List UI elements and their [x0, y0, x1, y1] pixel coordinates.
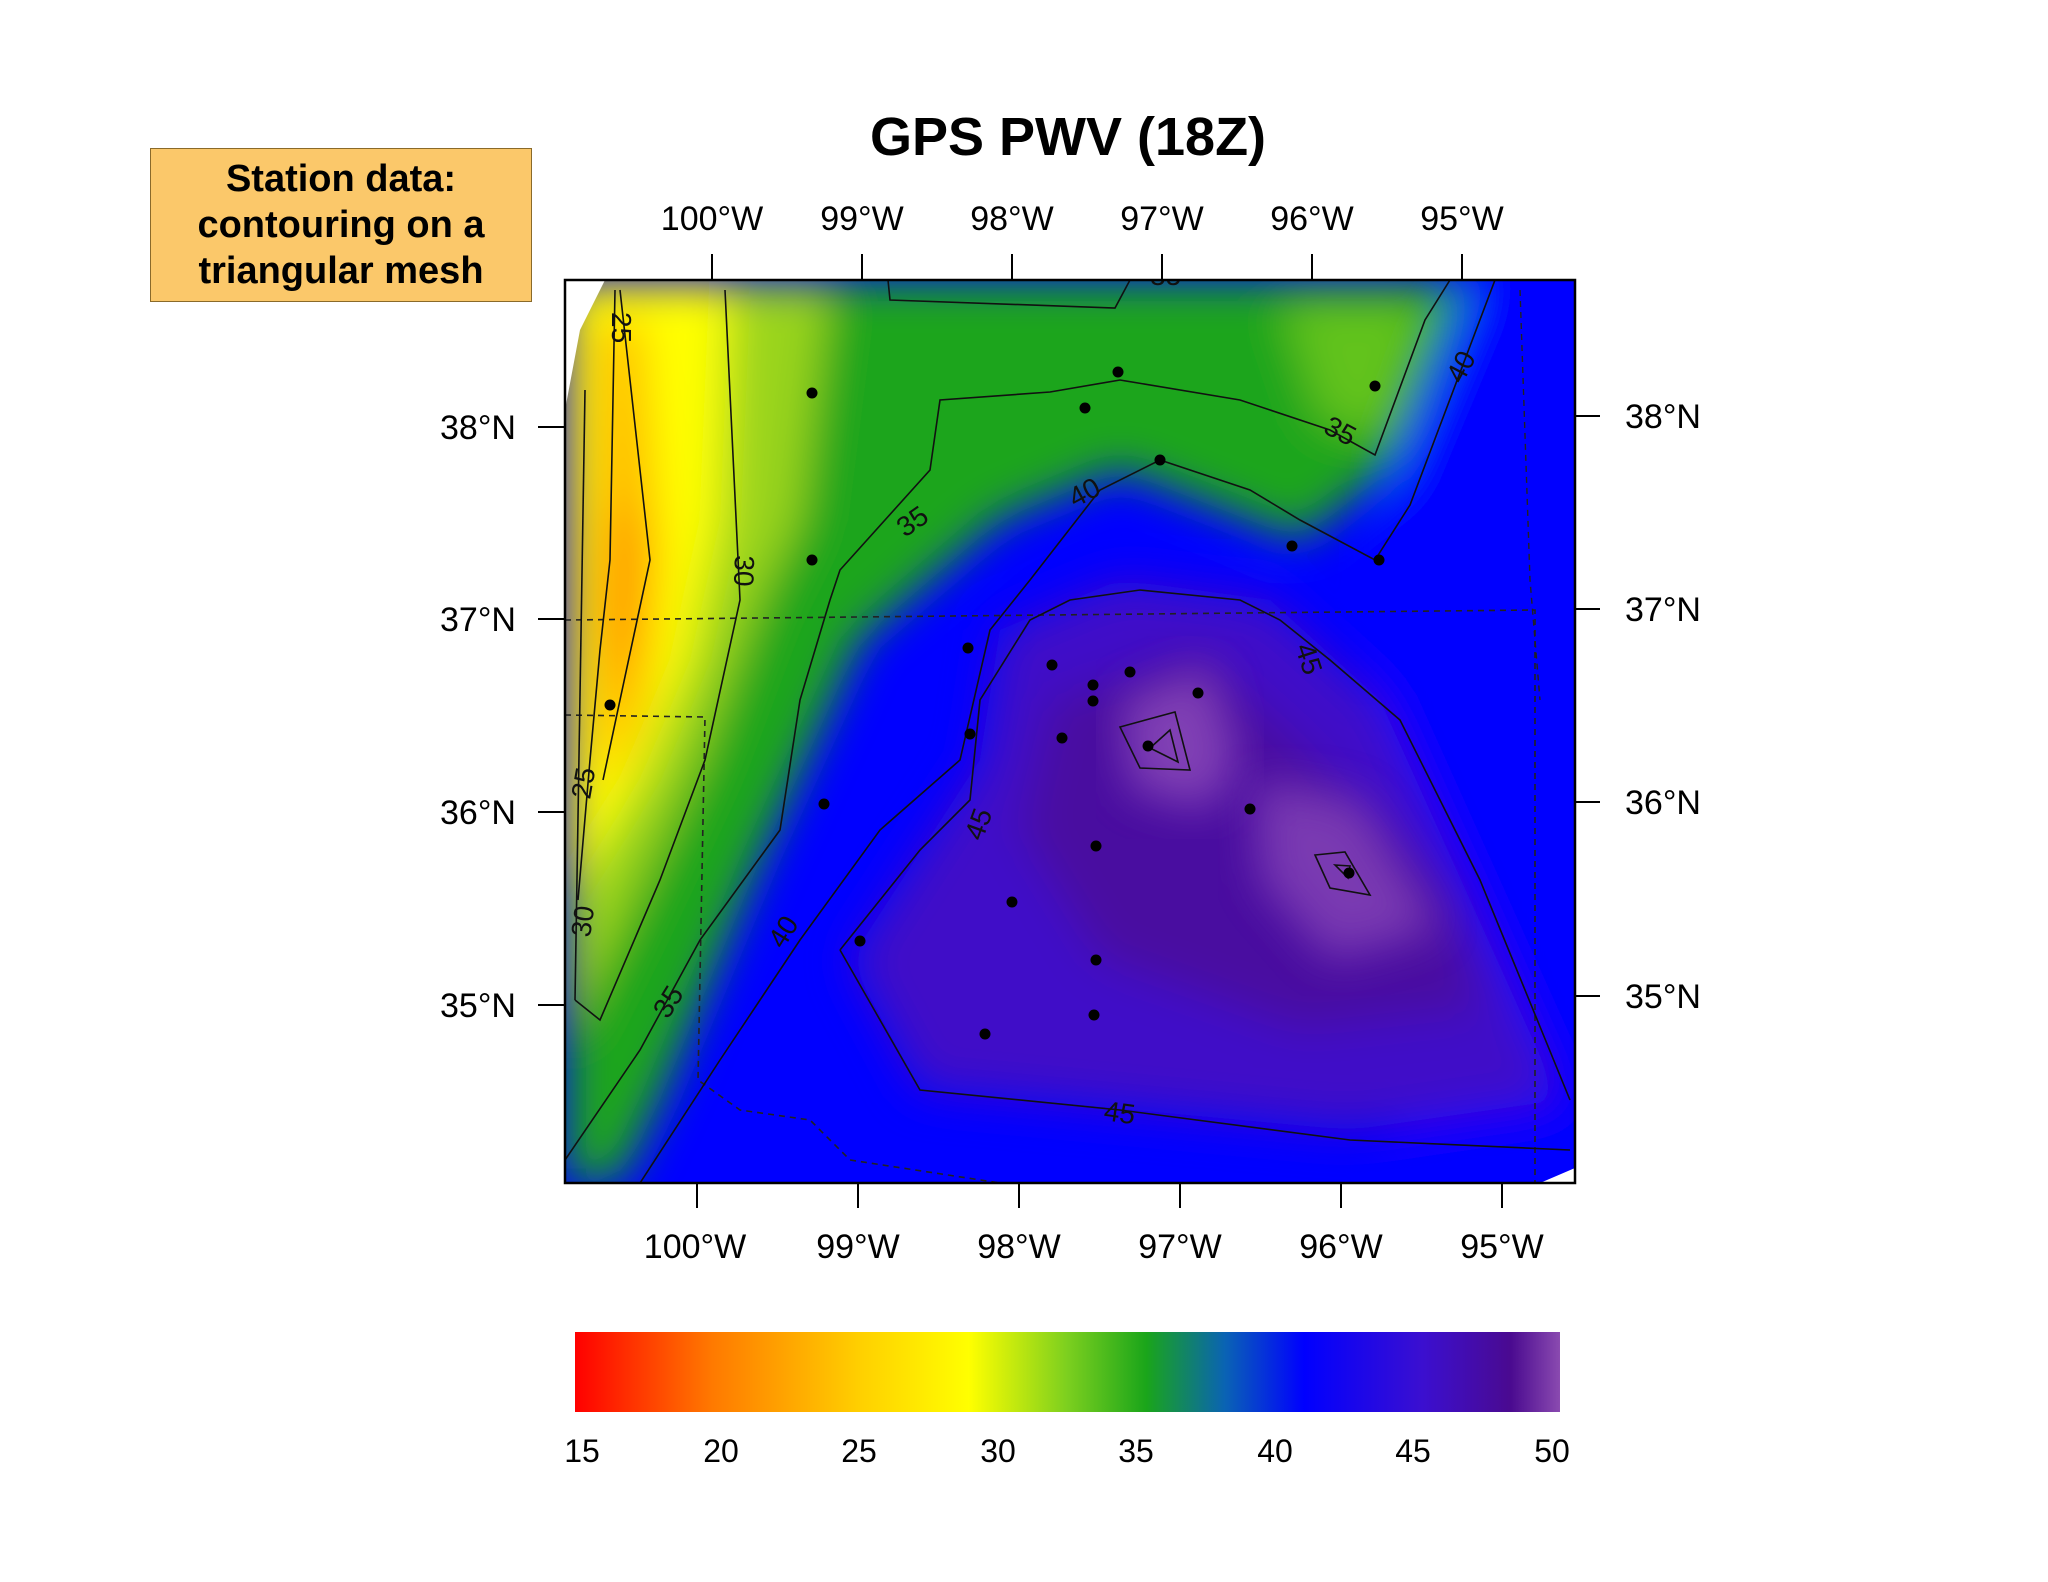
station-dot: [1087, 679, 1099, 691]
lat-left-label: 38°N: [440, 409, 516, 447]
station-dot: [806, 387, 818, 399]
station-dot: [1112, 366, 1124, 378]
station-dot: [1056, 732, 1068, 744]
station-dot: [1046, 659, 1058, 671]
lat-right-label: 37°N: [1625, 591, 1701, 629]
callout-line-1: Station data:: [225, 158, 457, 200]
colorbar-tick-label: 20: [703, 1433, 739, 1469]
lon-top-label: 99°W: [820, 200, 904, 238]
lon-top-label: 98°W: [970, 200, 1054, 238]
lon-bottom-label: 95°W: [1460, 1228, 1544, 1266]
station-dot: [1369, 380, 1381, 392]
annotation-callout: Station data: contouring on a triangular…: [150, 148, 532, 302]
contour-label: 30: [565, 904, 600, 939]
station-dot: [1244, 803, 1256, 815]
station-dot: [1154, 454, 1166, 466]
lat-right-label: 35°N: [1625, 978, 1701, 1016]
contour-label: 25: [606, 312, 637, 343]
colorbar-tick-label: 25: [841, 1433, 877, 1469]
colorbar: [575, 1332, 1560, 1412]
lon-top-label: 95°W: [1420, 200, 1504, 238]
colorbar-tick-label: 15: [564, 1433, 600, 1469]
lat-left-label: 37°N: [440, 601, 516, 639]
station-dot: [1090, 840, 1102, 852]
lon-bottom-label: 100°W: [644, 1228, 746, 1266]
station-dot: [1343, 867, 1355, 879]
station-dot: [1142, 740, 1154, 752]
station-dot: [979, 1028, 991, 1040]
callout-line-3: triangular mesh: [198, 250, 484, 292]
lon-top-label: 96°W: [1270, 200, 1354, 238]
colorbar-tick-label: 45: [1395, 1433, 1431, 1469]
map-title: GPS PWV (18Z): [870, 107, 1266, 167]
lon-top-label: 97°W: [1120, 200, 1204, 238]
callout-line-2: contouring on a: [197, 204, 485, 246]
station-dot: [604, 699, 616, 711]
lat-left-label: 36°N: [440, 794, 516, 832]
station-dot: [1090, 954, 1102, 966]
contour-label: 45: [1102, 1095, 1137, 1130]
station-dot: [1006, 896, 1018, 908]
lat-right-label: 38°N: [1625, 398, 1701, 436]
pwv-filled-field: 25 25 30 30 35 35 35 35 40 40 40 45 45 4…: [565, 260, 1575, 1183]
station-markers: [604, 366, 1385, 1040]
station-dot: [1087, 695, 1099, 707]
map-frame: [563, 278, 1577, 1185]
lat-left-label: 35°N: [440, 987, 516, 1025]
contour-label: 30: [728, 555, 760, 587]
station-dot: [1088, 1009, 1100, 1021]
lon-bottom-label: 97°W: [1138, 1228, 1222, 1266]
colorbar-tick-label: 35: [1118, 1433, 1154, 1469]
station-dot: [818, 798, 830, 810]
colorbar-tick-label: 40: [1257, 1433, 1293, 1469]
station-dot: [962, 642, 974, 654]
station-dot: [1286, 540, 1298, 552]
lon-bottom-label: 98°W: [977, 1228, 1061, 1266]
colorbar-tick-label: 30: [980, 1433, 1016, 1469]
station-dot: [1124, 666, 1136, 678]
station-dot: [806, 554, 818, 566]
contour-label: 35: [1150, 260, 1181, 291]
lon-bottom-label: 96°W: [1299, 1228, 1383, 1266]
lon-top-label: 100°W: [661, 200, 763, 238]
station-dot: [1192, 687, 1204, 699]
contour-label: 25: [565, 765, 601, 801]
colorbar-tick-label: 50: [1534, 1433, 1570, 1469]
station-dot: [964, 728, 976, 740]
colorbar-ticks: 15 20 25 30 35 40 45 50: [564, 1433, 1570, 1469]
station-dot: [1079, 402, 1091, 414]
station-dot: [1373, 554, 1385, 566]
lon-bottom-label: 99°W: [816, 1228, 900, 1266]
lat-right-label: 36°N: [1625, 784, 1701, 822]
station-dot: [854, 935, 866, 947]
